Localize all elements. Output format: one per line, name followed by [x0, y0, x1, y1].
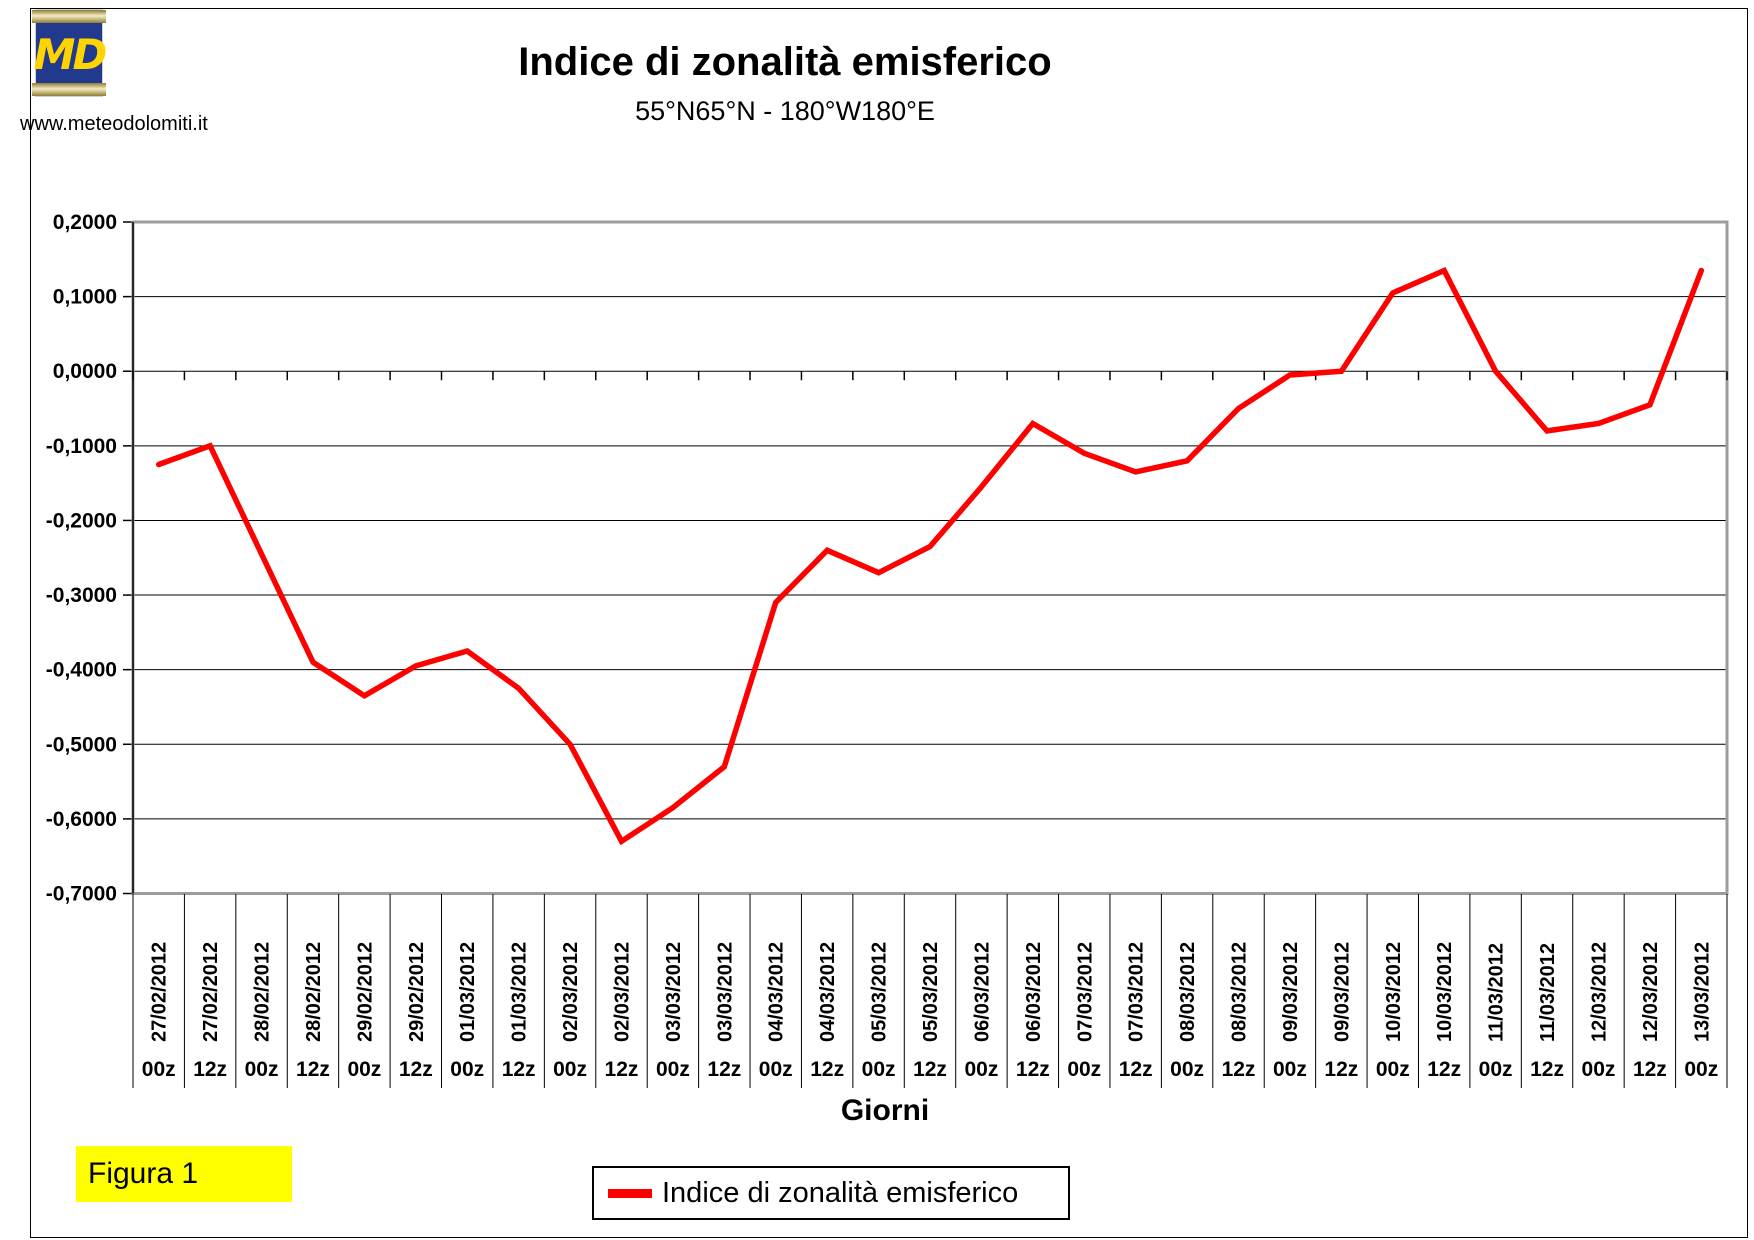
x-date-label: 09/03/2012	[1331, 942, 1353, 1042]
x-date-label: 06/03/2012	[971, 942, 993, 1042]
y-axis-label: -0,7000	[46, 883, 117, 906]
x-date-label: 28/02/2012	[303, 942, 325, 1042]
x-date-label: 08/03/2012	[1229, 942, 1251, 1042]
x-date-label: 02/03/2012	[560, 942, 582, 1042]
x-date-label: 12/03/2012	[1588, 942, 1610, 1042]
x-date-label: 01/03/2012	[457, 942, 479, 1042]
x-hour-label: 00z	[142, 1058, 176, 1081]
x-date-label: 04/03/2012	[817, 942, 839, 1042]
y-axis-label: -0,1000	[46, 435, 117, 458]
x-hour-label: 12z	[1530, 1058, 1564, 1081]
x-hour-label: 12z	[399, 1058, 433, 1081]
y-axis-label: -0,3000	[46, 584, 117, 607]
x-hour-label: 00z	[1479, 1058, 1513, 1081]
logo-gold-band-top	[32, 10, 106, 23]
y-axis-label: -0,6000	[46, 808, 117, 831]
y-axis-label: -0,5000	[46, 733, 117, 756]
x-date-label: 10/03/2012	[1434, 942, 1456, 1042]
x-date-label: 01/03/2012	[509, 942, 531, 1042]
y-axis-label: -0,2000	[46, 509, 117, 532]
x-hour-label: 00z	[1582, 1058, 1616, 1081]
x-hour-label: 00z	[656, 1058, 690, 1081]
x-axis-title: Giorni	[840, 1094, 930, 1127]
legend-line-sample	[608, 1188, 652, 1198]
website-url: www.meteodolomiti.it	[20, 113, 208, 135]
x-hour-label: 12z	[1222, 1058, 1256, 1081]
x-date-label: 07/03/2012	[1074, 942, 1096, 1042]
logo-md-text: MD	[33, 29, 108, 79]
x-hour-label: 00z	[553, 1058, 587, 1081]
x-hour-label: 12z	[707, 1058, 741, 1081]
x-date-label: 04/03/2012	[766, 942, 788, 1042]
x-hour-label: 12z	[1016, 1058, 1050, 1081]
x-hour-label: 12z	[913, 1058, 947, 1081]
x-hour-label: 12z	[1119, 1058, 1153, 1081]
legend-label: Indice di zonalità emisferico	[662, 1176, 1019, 1209]
figura-badge: Figura 1	[76, 1146, 292, 1202]
x-hour-label: 00z	[245, 1058, 279, 1081]
x-date-label: 05/03/2012	[920, 942, 942, 1042]
x-date-label: 10/03/2012	[1383, 942, 1405, 1042]
x-hour-label: 00z	[1067, 1058, 1101, 1081]
x-hour-label: 00z	[1376, 1058, 1410, 1081]
chart-title: Indice di zonalità emisferico	[518, 40, 1052, 84]
y-axis-label: 0,1000	[53, 286, 117, 309]
x-hour-label: 00z	[964, 1058, 998, 1081]
x-hour-label: 12z	[810, 1058, 844, 1081]
chart-subtitle: 55°N65°N - 180°W180°E	[635, 96, 935, 126]
x-date-label: 29/02/2012	[406, 942, 428, 1042]
x-date-label: 11/03/2012	[1537, 943, 1559, 1042]
x-date-label: 27/02/2012	[200, 942, 222, 1042]
x-date-label: 28/02/2012	[252, 942, 274, 1042]
logo-md: MD	[32, 10, 108, 96]
x-date-label: 27/02/2012	[149, 942, 171, 1042]
x-hour-label: 00z	[1170, 1058, 1204, 1081]
x-hour-label: 12z	[193, 1058, 227, 1081]
x-date-label: 11/03/2012	[1486, 943, 1508, 1042]
x-hour-label: 12z	[296, 1058, 330, 1081]
logo-gold-band-bottom	[32, 83, 106, 96]
x-date-label: 08/03/2012	[1177, 942, 1199, 1042]
x-date-label: 02/03/2012	[611, 942, 633, 1042]
x-date-label: 13/03/2012	[1691, 942, 1713, 1042]
x-hour-label: 12z	[1427, 1058, 1461, 1081]
x-date-label: 09/03/2012	[1280, 942, 1302, 1042]
x-date-label: 06/03/2012	[1023, 942, 1045, 1042]
y-axis-label: 0,0000	[53, 360, 117, 383]
page-border	[30, 8, 1748, 1238]
x-hour-label: 12z	[502, 1058, 536, 1081]
x-date-label: 12/03/2012	[1640, 942, 1662, 1042]
x-hour-label: 00z	[450, 1058, 484, 1081]
plot-area-border	[131, 220, 1729, 895]
x-date-label: 03/03/2012	[714, 942, 736, 1042]
x-date-label: 07/03/2012	[1126, 942, 1148, 1042]
y-axis-label: -0,4000	[46, 659, 117, 682]
x-hour-label: 00z	[1684, 1058, 1718, 1081]
x-hour-label: 00z	[759, 1058, 793, 1081]
x-hour-label: 00z	[347, 1058, 381, 1081]
x-date-label: 29/02/2012	[354, 942, 376, 1042]
x-hour-label: 12z	[605, 1058, 639, 1081]
x-hour-label: 00z	[1273, 1058, 1307, 1081]
x-hour-label: 12z	[1633, 1058, 1667, 1081]
y-axis-label: 0,2000	[53, 211, 117, 234]
data-line	[155, 266, 1705, 846]
x-date-label: 05/03/2012	[869, 942, 891, 1042]
x-date-label: 03/03/2012	[663, 942, 685, 1042]
legend-box: Indice di zonalità emisferico	[592, 1166, 1070, 1220]
x-hour-label: 00z	[862, 1058, 896, 1081]
x-hour-label: 12z	[1324, 1058, 1358, 1081]
